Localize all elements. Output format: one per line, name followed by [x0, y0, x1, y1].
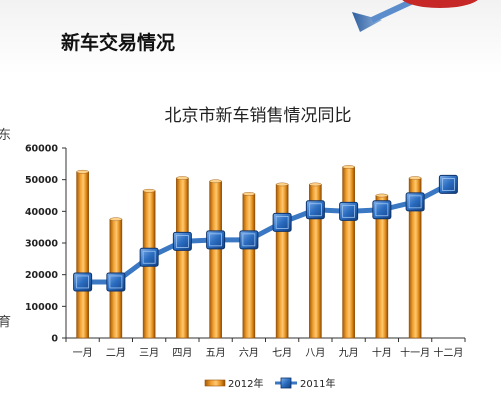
marker-2011-highlight	[441, 178, 455, 191]
x-tick-labels: 一月 二月 三月 四月 五月 六月 七月 八月 九月 十月 十一月 十二月	[73, 346, 464, 359]
bar-top-cap	[176, 176, 189, 180]
bar-top-cap	[275, 182, 289, 187]
marker-2011	[305, 200, 325, 220]
marker-2011	[172, 231, 192, 251]
y-tick-label: 60000	[25, 144, 58, 155]
y-tick-labels: 0 10000 20000 30000 40000 50000 60000	[25, 144, 58, 345]
marker-2011	[106, 272, 126, 292]
decorative-arrow	[352, 0, 478, 32]
marker-2011	[139, 247, 159, 267]
marker-2011	[372, 200, 392, 220]
x-tick-label: 十二月	[433, 346, 463, 359]
marker-2011-highlight	[308, 203, 322, 217]
legend-marker-2011	[280, 377, 292, 389]
y-tick-label: 0	[51, 334, 58, 345]
x-tick-label: 十一月	[400, 346, 430, 359]
marker-2011-highlight	[209, 233, 223, 247]
bar-top-cap	[109, 217, 123, 222]
bar-2012	[342, 166, 355, 339]
marker-2011	[438, 174, 458, 194]
y-tick-label: 40000	[25, 207, 58, 218]
marker-2011	[73, 272, 93, 292]
marker-2011-highlight	[375, 203, 389, 217]
legend-label-2012: 2012年	[228, 377, 263, 390]
x-tick-label: 九月	[339, 347, 359, 359]
line-series-2011	[73, 174, 458, 292]
accent-shape	[402, 0, 478, 8]
bar-top-cap	[342, 165, 355, 169]
x-tick-label: 七月	[272, 347, 292, 359]
y-tick-label: 20000	[25, 270, 58, 281]
x-tick-label: 一月	[73, 347, 93, 359]
marker-2011-highlight	[408, 195, 422, 209]
slide-title: 新车交易情况	[61, 32, 176, 54]
marker-2011	[206, 230, 226, 250]
bar-2012	[209, 180, 222, 339]
bar-series-2012	[76, 165, 422, 339]
chart-title: 北京市新车销售情况同比	[165, 106, 352, 126]
x-tick-label: 三月	[139, 347, 159, 359]
marker-2011-highlight	[242, 233, 256, 247]
y-tick-label: 50000	[25, 175, 58, 186]
bar-top-cap	[76, 169, 89, 174]
arrow-shaft-shape	[370, 0, 417, 23]
marker-2011	[405, 192, 425, 212]
legend: 2012年 2011年	[204, 377, 335, 390]
marker-2011-highlight	[275, 216, 289, 229]
marker-2011-highlight	[109, 275, 123, 289]
bar-top-cap	[408, 176, 422, 180]
bar-top-cap	[375, 193, 389, 198]
bar-top-cap	[209, 179, 222, 184]
edge-text-fragment-2: 育	[0, 315, 12, 330]
legend-label-2011: 2011年	[300, 377, 335, 390]
marker-2011-highlight	[175, 235, 189, 248]
y-tick-label: 30000	[25, 239, 58, 250]
bar-top-cap	[142, 188, 156, 193]
marker-2011-highlight	[142, 250, 156, 264]
line-2011-path	[82, 182, 450, 285]
bar-2012	[275, 184, 289, 339]
x-tick-label: 二月	[106, 347, 126, 359]
marker-2011-highlight	[76, 275, 90, 289]
marker-2011	[339, 201, 359, 221]
marker-2011-highlight	[342, 204, 356, 218]
x-tick-label: 四月	[172, 347, 192, 359]
x-tick-label: 六月	[239, 347, 259, 359]
x-tick-label: 八月	[305, 347, 325, 359]
y-tick-label: 10000	[25, 302, 58, 313]
marker-2011	[239, 230, 259, 250]
edge-text-fragment-1: 东	[0, 128, 12, 143]
bar-2012	[176, 177, 189, 339]
marker-2011	[272, 212, 292, 232]
bar-top-cap	[242, 192, 256, 196]
bar-top-cap	[309, 182, 322, 187]
x-tick-label: 十月	[372, 346, 392, 359]
arrow-head-shape	[352, 12, 382, 32]
legend-swatch-2012	[204, 379, 226, 387]
x-tick-label: 五月	[206, 347, 226, 359]
axes	[62, 147, 466, 342]
bar-2012	[242, 193, 256, 339]
bar-2012	[76, 171, 89, 339]
